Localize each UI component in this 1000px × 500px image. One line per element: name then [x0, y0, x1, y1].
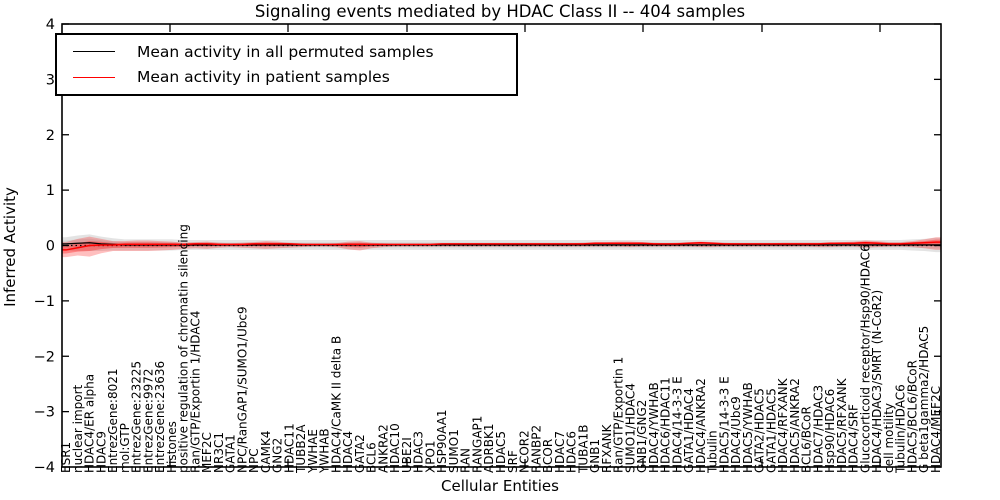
x-category-label: Ran/GTP/Exportin 1/HDAC4 — [188, 311, 202, 473]
x-category-label: YWHAE — [306, 429, 320, 474]
x-category-label: HDAC4/Ubc9 — [729, 396, 743, 473]
x-category-label: HDAC4 — [341, 431, 355, 473]
x-category-label: HDAC6 — [565, 431, 579, 473]
x-category-label: ADRBK1 — [482, 423, 496, 473]
y-tick-label: −4 — [34, 460, 55, 476]
x-category-label: GATA1/HDAC4 — [682, 388, 696, 473]
x-category-label: HDAC4/HDAC3/SMRT (N-CoR2) — [870, 290, 884, 473]
legend-label-permuted: Mean activity in all permuted samples — [137, 42, 434, 61]
x-category-label: EntrezGene:23225 — [130, 361, 144, 473]
x-category-label: Tubulin — [706, 430, 720, 474]
x-axis-label: Cellular Entities — [441, 477, 559, 495]
x-category-label: Ran/GTP/Exportin 1 — [612, 357, 626, 473]
legend-item-permuted: Mean activity in all permuted samples — [73, 43, 516, 61]
x-category-label: ANKRA2 — [376, 424, 390, 473]
x-category-label: Hsp90/HDAC6 — [823, 389, 837, 473]
permuted-mean-line — [62, 242, 941, 246]
x-category-label: HDAC5 — [494, 431, 508, 473]
x-category-label: SUMO1/HDAC4 — [623, 383, 637, 473]
x-category-label: RAN — [459, 448, 473, 473]
x-category-label: UBE2I — [400, 437, 414, 473]
x-category-label: SRF — [506, 450, 520, 473]
x-category-label: HDAC5/14-3-3 E — [717, 376, 731, 473]
chart-title: Signaling events mediated by HDAC Class … — [254, 2, 746, 21]
x-category-label: HDAC4/ER alpha — [83, 374, 97, 473]
x-category-label: HDAC7/HDAC3 — [811, 385, 825, 473]
y-tick-label: 1 — [46, 183, 55, 199]
x-category-label: positive regulation of chromatin silenci… — [177, 224, 191, 473]
legend-label-patient: Mean activity in patient samples — [137, 68, 390, 87]
x-category-label: Tubulin/HDAC6 — [894, 384, 908, 474]
x-category-label: NPC/RanGAP1/SUMO1/Ubc9 — [235, 306, 249, 473]
x-category-label: NPC — [247, 448, 261, 473]
y-tick-label: 4 — [46, 17, 55, 33]
patient-mean-line — [62, 241, 941, 251]
x-category-label: G beta1gamma2/HDAC5 — [917, 326, 931, 473]
x-category-label: cell motility — [882, 403, 896, 473]
x-category-label: HDAC4/ANKRA2 — [694, 378, 708, 473]
x-category-label: HDAC9 — [94, 431, 108, 473]
x-category-label: EntrezGene:9972 — [141, 369, 155, 474]
x-category-label: GNB1 — [588, 439, 602, 473]
x-category-label: NCOR2 — [518, 430, 532, 473]
x-category-label: NR3C1 — [212, 432, 226, 473]
x-category-label: GATA1/HDAC5 — [764, 388, 778, 473]
x-category-label: HSP90AA1 — [435, 409, 449, 473]
x-category-label: HDAC6/HDAC11 — [659, 377, 673, 473]
y-tick-label: −1 — [34, 294, 55, 310]
x-category-label: MEF2C — [200, 432, 214, 473]
x-category-label: XPO1 — [423, 440, 437, 473]
y-tick-label: 0 — [46, 239, 55, 255]
x-category-label: HDAC4/14-3-3 E — [670, 376, 684, 473]
x-category-label: HDAC4/MEF2C — [929, 386, 943, 473]
x-category-label: GNG2 — [271, 438, 285, 473]
x-category-label: HDAC4/SRF — [847, 404, 861, 473]
x-category-label: RANGAP1 — [470, 416, 484, 473]
x-category-label: RANBP2 — [529, 425, 543, 473]
red-line-swatch-icon — [73, 76, 115, 78]
x-category-label: HDAC5/ANKRA2 — [788, 378, 802, 473]
x-category-label: EntrezGene:23636 — [153, 361, 167, 473]
x-category-label: HDAC4/YWHAB — [647, 382, 661, 473]
x-category-label: GNB1/GNG2 — [635, 400, 649, 473]
x-category-label: HDAC5/BCL6/BCoR — [905, 360, 919, 473]
x-category-label: BCL6/BCoR — [800, 406, 814, 473]
x-category-label: GATA1 — [224, 434, 238, 473]
x-category-label: Glucocorticoid receptor/Hsp90/HDAC6 — [858, 244, 872, 473]
patient-band-outer — [62, 236, 941, 258]
y-axis-label: Inferred Activity — [1, 187, 19, 307]
x-category-label: EntrezGene:8021 — [106, 369, 120, 474]
x-category-label: HDAC7 — [553, 431, 567, 473]
legend-item-patient: Mean activity in patient samples — [73, 68, 516, 86]
x-category-label: HDAC11 — [282, 423, 296, 473]
x-category-label: HDAC10 — [388, 423, 402, 473]
black-line-swatch-icon — [73, 51, 115, 53]
x-category-label: ESR1 — [59, 442, 73, 473]
x-category-label: YWHAB — [318, 428, 332, 474]
x-category-label: nuclear import — [71, 384, 85, 473]
legend: Mean activity in all permuted samples Me… — [55, 33, 518, 96]
x-category-label: BCOR — [541, 439, 555, 473]
x-category-label: mol:GTP — [118, 423, 132, 473]
x-category-label: GATA2 — [353, 434, 367, 473]
x-category-label: HDAC5/YWHAB — [741, 382, 755, 473]
x-category-label: HDAC4/CaMK II delta B — [329, 336, 343, 473]
x-category-label: HDAC5/RFXANK — [835, 377, 849, 473]
x-category-label: RFXANK — [600, 423, 614, 473]
x-category-label: GATA2/HDAC5 — [753, 388, 767, 473]
y-tick-label: 2 — [46, 128, 55, 144]
x-category-label: HDAC4/RFXANK — [776, 377, 790, 473]
x-category-label: Histones — [165, 421, 179, 473]
y-tick-label: −2 — [34, 349, 55, 365]
x-category-label: TUBB2A — [294, 424, 308, 474]
x-category-label: HDAC3 — [412, 431, 426, 473]
x-category-label: BCL6 — [365, 442, 379, 473]
x-category-label: SUMO1 — [447, 429, 461, 473]
x-category-label: TUBA1B — [576, 425, 590, 474]
y-tick-label: −3 — [34, 405, 55, 421]
y-tick-label: 3 — [46, 72, 55, 88]
x-category-label: CAMK4 — [259, 431, 273, 473]
